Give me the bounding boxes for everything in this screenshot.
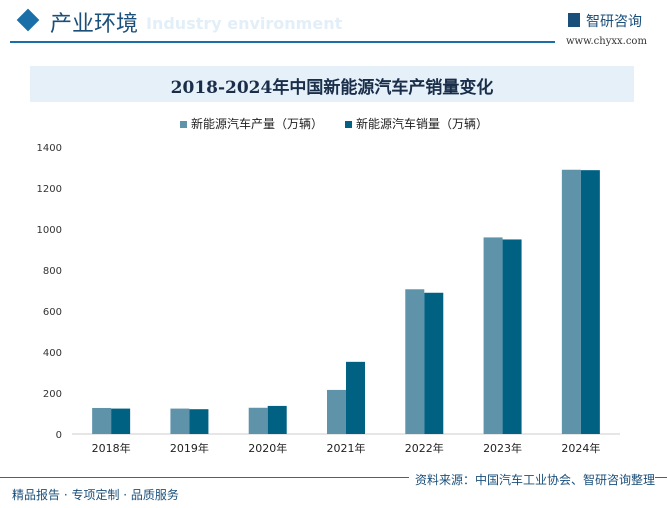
source-note: 资料来源：中国汽车工业协会、智研咨询整理 [408, 471, 655, 488]
bar-production [248, 407, 268, 434]
footer-divider [0, 477, 667, 478]
y-tick-label: 1400 [37, 143, 62, 154]
x-tick-label: 2020年 [248, 441, 287, 455]
bar-sales [189, 409, 209, 434]
bar-sales [111, 408, 131, 434]
x-tick-label: 2021年 [327, 441, 366, 455]
x-tick-label: 2023年 [483, 441, 522, 455]
y-tick-label: 1000 [37, 225, 62, 236]
legend-item-production: 新能源汽车产量（万辆） [180, 115, 323, 132]
bar-sales [346, 361, 365, 434]
bar-production [483, 237, 503, 434]
x-tick-label: 2018年 [92, 441, 131, 455]
brand-logo-icon [568, 13, 580, 27]
chart-title: 2018-2024年中国新能源汽车产销量变化 [170, 78, 494, 98]
bar-sales [580, 170, 600, 435]
bar-production [92, 407, 112, 434]
y-tick-label: 600 [43, 307, 62, 318]
footer-slogan: 精品报告 · 专项定制 · 品质服务 [12, 488, 179, 502]
y-tick-label: 400 [43, 348, 62, 359]
x-tick-label: 2019年 [170, 441, 209, 455]
legend: 新能源汽车产量（万辆） 新能源汽车销量（万辆） [180, 115, 488, 132]
brand-url: www.chyxx.com [566, 36, 647, 47]
x-tick-label: 2024年 [561, 441, 600, 455]
bar-sales [424, 292, 444, 434]
bar-sales [502, 239, 522, 434]
x-tick-label: 2022年 [405, 441, 444, 455]
y-tick-label: 0 [56, 430, 62, 441]
chart-title-box: 2018-2024年中国新能源汽车产销量变化 [30, 66, 634, 102]
bar-production [561, 169, 581, 434]
brand-name: 智研咨询 [586, 14, 642, 30]
legend-label: 新能源汽车销量（万辆） [356, 117, 489, 131]
bar-production [327, 389, 346, 434]
bar-production [405, 289, 425, 434]
legend-item-sales: 新能源汽车销量（万辆） [345, 115, 488, 132]
header-divider [10, 41, 555, 43]
bar-sales [267, 405, 287, 434]
section-title: 产业环境 [50, 12, 139, 37]
y-tick-label: 1200 [37, 184, 62, 195]
y-tick-label: 800 [43, 266, 62, 277]
section-subtitle: Industry environment [146, 14, 343, 33]
y-tick-label: 200 [43, 389, 62, 400]
bar-production [170, 408, 190, 434]
legend-label: 新能源汽车产量（万辆） [191, 117, 324, 131]
